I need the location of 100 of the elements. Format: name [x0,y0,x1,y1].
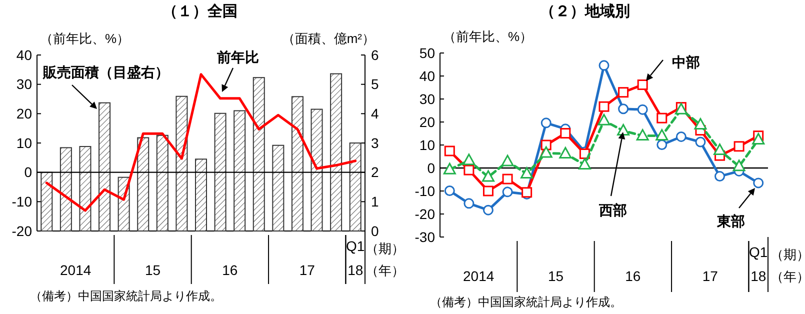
text: （期） [770,247,805,262]
point [618,87,629,98]
point [559,146,572,158]
y-tick-label: 30 [419,90,436,107]
text: 2014 [60,262,92,278]
text: 18 [750,268,766,284]
x-tick-label: Q1 [346,238,365,254]
y-tick-label: 10 [419,136,436,153]
point [598,60,610,71]
y2-axis-title: （面積、億m²） [282,31,375,46]
y-tick-label: 0 [24,164,32,180]
text: 2014 [463,268,494,284]
bar [330,73,342,232]
point [618,104,629,114]
point [656,140,668,150]
text: 16 [625,268,641,284]
bar [60,147,72,232]
y-tick-label: -30 [414,228,436,245]
point [637,79,648,90]
y-tick-label: 10 [16,134,32,151]
chart-title: （１）全国 [162,3,238,20]
bar [79,146,92,232]
point [714,144,726,156]
point [464,198,474,209]
point [734,141,744,152]
bar [252,77,265,232]
bar [349,142,362,232]
point [753,178,764,188]
text: （期） [366,241,404,256]
point [482,204,494,216]
point [482,170,494,182]
bar [214,112,226,232]
y2-tick-label: 4 [371,106,379,122]
point [578,158,591,170]
text: 17 [299,262,316,278]
y2-tick-label: 1 [371,194,379,210]
point [540,118,552,128]
point [656,129,668,141]
y2-tick-label: 6 [371,46,379,63]
point [598,101,610,112]
text: 15 [144,262,161,278]
text: 18 [348,262,364,278]
point [502,174,513,184]
bar [291,96,304,232]
bar [272,144,284,232]
bar [195,158,207,232]
point [464,164,474,176]
y-axis-title: （前年比、%） [40,31,130,46]
y-tick-label: 0 [427,160,436,176]
text: （備考）中国国家統計局より作成。 [430,295,622,309]
text: （年） [366,263,404,278]
y2-tick-label: 2 [371,164,379,180]
point [676,131,686,142]
y-tick-label: 20 [419,114,436,130]
x-tick-label: Q1 [749,244,768,260]
y-tick-label: 20 [16,106,32,122]
series-label: 中部 [672,54,700,70]
y2-tick-label: 0 [371,222,379,239]
bar [137,137,150,232]
point [694,118,707,130]
point [732,160,746,172]
point [462,154,476,166]
point [443,162,456,174]
bar [98,102,111,232]
y-tick-label: -20 [12,222,32,239]
y-tick-label: 50 [419,44,436,61]
y-tick-label: 30 [16,76,32,92]
point [617,124,630,136]
bar [176,96,188,232]
point [444,146,455,156]
y-tick-label: 40 [16,46,32,63]
point [636,129,649,141]
bar [310,108,323,232]
y-axis-title: （前年比、%） [443,29,533,44]
point [637,104,648,115]
y-tick-label: -10 [414,182,436,199]
text: 16 [222,262,238,278]
series-label: 前年比 [216,49,259,65]
point [520,167,534,178]
bar [156,134,168,232]
bar [40,172,53,232]
point [501,154,514,166]
point [656,112,668,124]
point [598,114,610,126]
y-tick-label: -20 [414,206,436,222]
point [482,186,494,196]
y-tick-label: 40 [419,68,436,84]
text: 東部 [716,213,745,229]
bar [234,110,246,232]
point [540,146,552,158]
point [714,171,726,182]
point [560,128,571,139]
text: （備考）中国国家統計局より作成。 [30,289,222,303]
series-label: 販売面積（目盛右） [42,64,169,80]
point [752,132,765,144]
y-tick-label: -10 [12,194,32,210]
point [444,186,455,196]
text: 西部 [598,202,627,218]
chart-title: （２）地域別 [540,3,630,20]
point [502,186,513,198]
